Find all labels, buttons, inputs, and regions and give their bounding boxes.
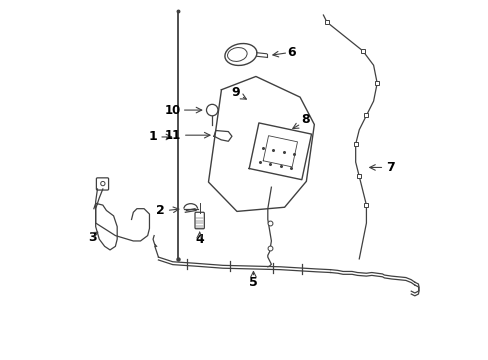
- Text: 7: 7: [386, 161, 394, 174]
- Text: 8: 8: [301, 113, 309, 126]
- Text: 4: 4: [195, 233, 203, 246]
- Text: 5: 5: [248, 276, 257, 289]
- Text: 2: 2: [156, 204, 164, 217]
- Text: 11: 11: [164, 129, 181, 142]
- Text: 3: 3: [88, 231, 96, 244]
- Text: 9: 9: [231, 86, 239, 99]
- Text: 10: 10: [164, 104, 181, 117]
- Text: 1: 1: [148, 130, 157, 144]
- Text: 6: 6: [287, 46, 296, 59]
